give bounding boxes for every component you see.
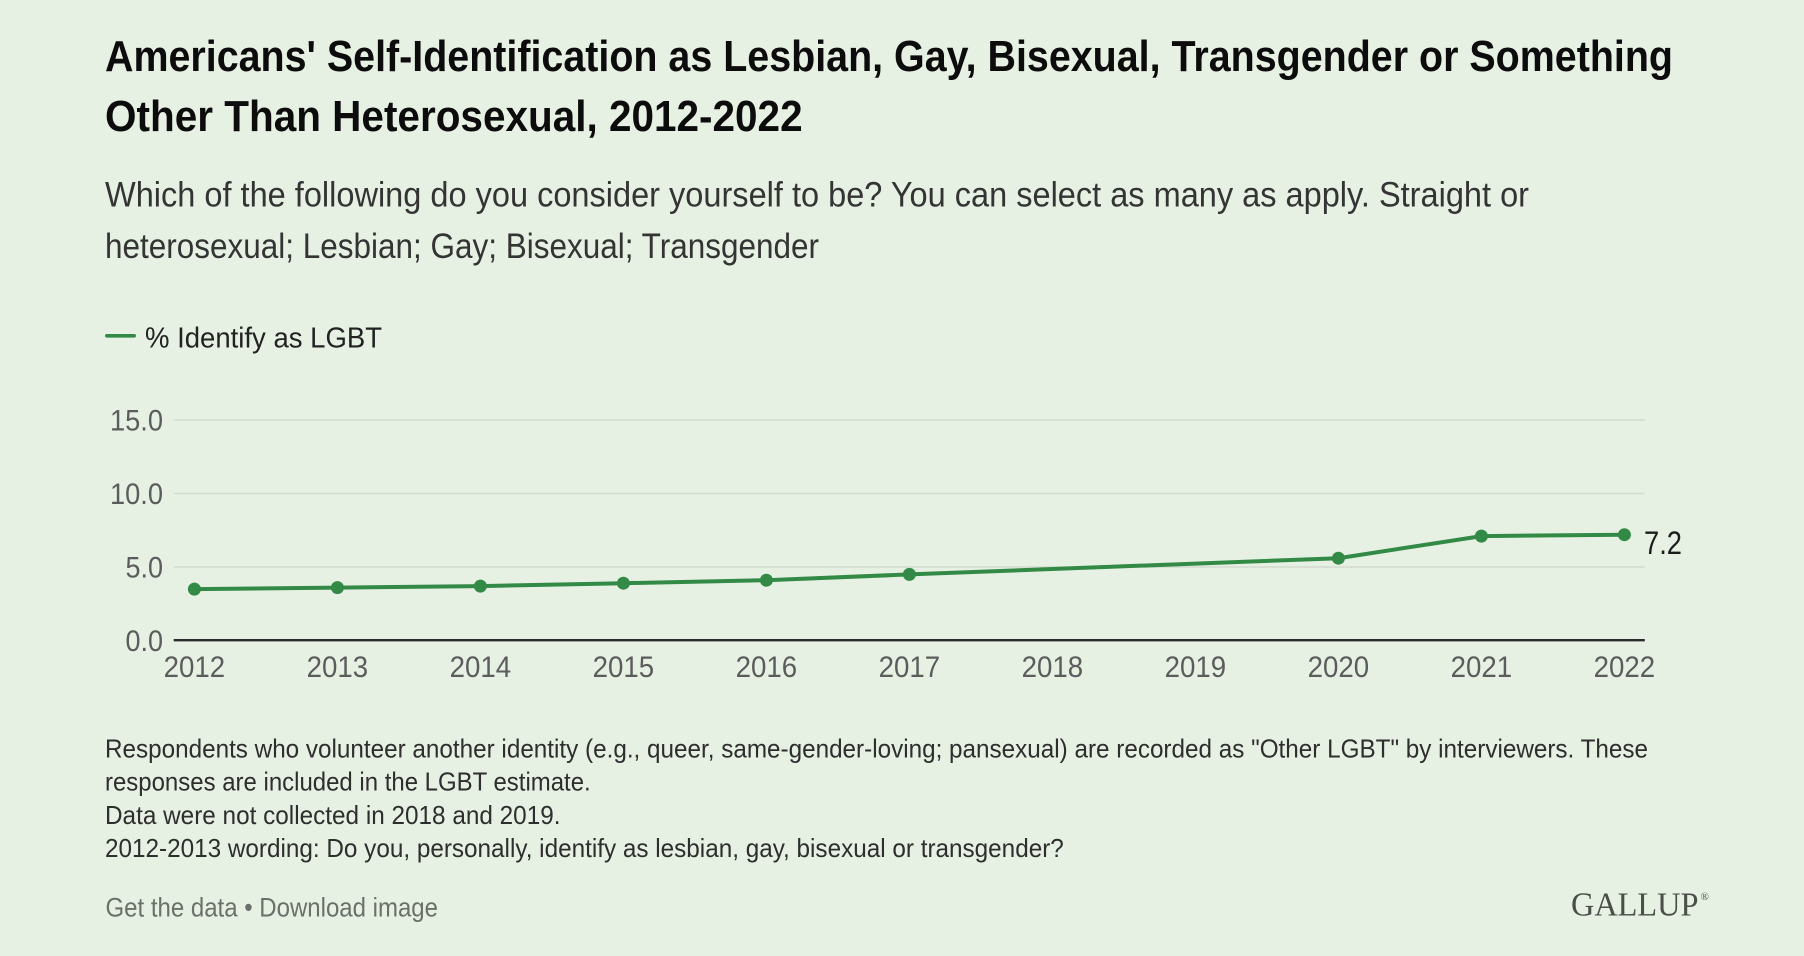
svg-text:responses are included in the: responses are included in the LGBT estim… bbox=[105, 767, 591, 797]
svg-text:Other Than Heterosexual, 2012-: Other Than Heterosexual, 2012-2022 bbox=[105, 92, 803, 141]
svg-text:2018: 2018 bbox=[1022, 651, 1084, 684]
svg-text:2017: 2017 bbox=[879, 651, 941, 684]
svg-text:2021: 2021 bbox=[1451, 651, 1513, 684]
svg-text:2014: 2014 bbox=[450, 651, 512, 684]
svg-text:Get the data • Download image: Get the data • Download image bbox=[106, 892, 439, 922]
svg-text:Data were not collected in 201: Data were not collected in 2018 and 2019… bbox=[105, 800, 561, 830]
svg-text:15.0: 15.0 bbox=[110, 405, 163, 438]
svg-text:2022: 2022 bbox=[1594, 651, 1656, 684]
svg-text:2012: 2012 bbox=[164, 651, 226, 684]
svg-text:®: ® bbox=[1701, 891, 1709, 903]
svg-text:2013: 2013 bbox=[307, 651, 369, 684]
svg-text:0.0: 0.0 bbox=[126, 625, 164, 658]
svg-text:GALLUP: GALLUP bbox=[1571, 887, 1699, 924]
svg-text:Respondents who volunteer anot: Respondents who volunteer another identi… bbox=[105, 734, 1648, 764]
svg-text:heterosexual; Lesbian; Gay; Bi: heterosexual; Lesbian; Gay; Bisexual; Tr… bbox=[105, 227, 819, 266]
svg-text:Which of the following do you: Which of the following do you consider y… bbox=[105, 176, 1529, 215]
svg-text:2020: 2020 bbox=[1308, 651, 1370, 684]
svg-text:% Identify as LGBT: % Identify as LGBT bbox=[145, 322, 382, 354]
svg-text:7.2: 7.2 bbox=[1644, 525, 1682, 561]
svg-text:2015: 2015 bbox=[593, 651, 655, 684]
svg-text:5.0: 5.0 bbox=[126, 552, 164, 585]
svg-text:2019: 2019 bbox=[1165, 651, 1227, 684]
svg-text:2012-2013 wording: Do you, per: 2012-2013 wording: Do you, personally, i… bbox=[105, 833, 1064, 863]
svg-text:10.0: 10.0 bbox=[110, 478, 163, 511]
svg-text:Americans' Self-Identification: Americans' Self-Identification as Lesbia… bbox=[105, 32, 1673, 81]
svg-text:2016: 2016 bbox=[736, 651, 798, 684]
